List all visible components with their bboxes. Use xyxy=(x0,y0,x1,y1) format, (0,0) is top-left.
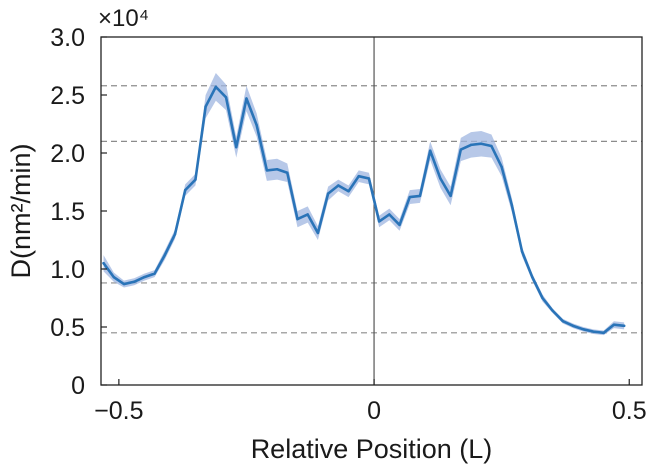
data-point xyxy=(347,190,350,193)
data-point xyxy=(255,123,258,127)
x-axis-label: Relative Position (L) xyxy=(251,434,493,464)
data-point xyxy=(132,280,136,283)
data-point xyxy=(418,194,422,198)
data-point xyxy=(428,149,432,152)
data-point xyxy=(571,324,575,328)
data-point xyxy=(102,262,105,265)
data-point xyxy=(490,144,493,148)
data-point xyxy=(582,328,585,331)
x-tick-label: 0.5 xyxy=(612,397,647,425)
reference-lines xyxy=(101,37,642,385)
data-point xyxy=(510,204,514,207)
data-point xyxy=(173,233,177,236)
data-point xyxy=(337,184,340,187)
data-point xyxy=(245,97,248,100)
data-point xyxy=(204,105,207,108)
y-axis-ticks: 0 0.5 1.0 1.5 2.0 2.5 3.0 xyxy=(50,24,107,400)
data-point xyxy=(153,272,156,275)
y-tick-label: 1.5 xyxy=(50,198,85,226)
y-axis-label: D(nm²/min) xyxy=(6,144,36,279)
data-point xyxy=(459,148,463,151)
data-point xyxy=(326,192,330,195)
data-point xyxy=(184,188,187,192)
data-point xyxy=(316,231,320,235)
data-point xyxy=(398,223,401,227)
x-tick-label: 0 xyxy=(367,397,381,425)
data-point xyxy=(449,194,452,198)
x-tick-label: −0.5 xyxy=(94,397,143,425)
data-point xyxy=(388,213,391,216)
data-point xyxy=(541,296,544,300)
data-point xyxy=(296,217,299,221)
y-tick-label: 1.0 xyxy=(50,256,85,284)
data-point xyxy=(551,309,554,312)
data-point xyxy=(214,85,218,89)
data-point xyxy=(500,165,503,169)
data-point xyxy=(561,320,565,323)
y-tick-label: 2.5 xyxy=(50,82,85,110)
y-tick-label: 2.0 xyxy=(50,140,85,168)
data-point xyxy=(408,195,411,199)
data-point xyxy=(367,177,371,180)
data-point xyxy=(224,96,228,99)
data-point xyxy=(469,143,473,147)
x-axis-ticks: −0.5 0 0.5 xyxy=(94,379,647,425)
data-point xyxy=(439,177,442,180)
data-point xyxy=(265,169,269,172)
data-line xyxy=(102,85,626,335)
data-point xyxy=(194,178,197,181)
data-point xyxy=(480,142,483,145)
data-point xyxy=(122,282,126,286)
data-point xyxy=(275,168,279,171)
data-point xyxy=(163,253,166,257)
data-point xyxy=(602,331,605,334)
data-point xyxy=(531,275,534,279)
data-point xyxy=(592,330,595,333)
y-tick-label: 0 xyxy=(71,372,85,400)
data-point xyxy=(306,213,309,216)
data-point xyxy=(143,275,146,279)
y-tick-label: 0.5 xyxy=(50,314,85,342)
data-point xyxy=(286,171,289,174)
data-point xyxy=(622,324,626,328)
data-point xyxy=(612,323,616,326)
y-scale-factor: ×10⁴ xyxy=(98,5,149,32)
data-points xyxy=(102,85,626,334)
data-point xyxy=(357,175,360,178)
data-point xyxy=(520,250,524,253)
data-point xyxy=(235,146,238,149)
y-tick-label: 3.0 xyxy=(50,24,85,52)
data-point xyxy=(377,220,381,223)
data-point xyxy=(112,275,115,279)
